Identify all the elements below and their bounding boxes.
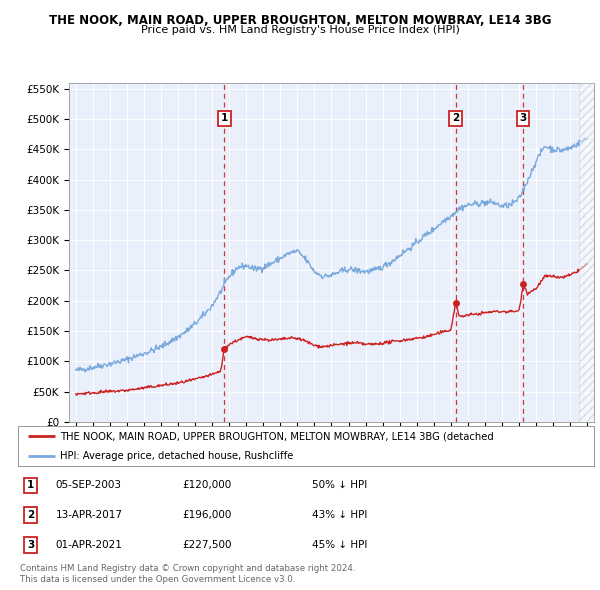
Text: 3: 3 xyxy=(520,113,527,123)
Text: 2: 2 xyxy=(27,510,34,520)
Text: £120,000: £120,000 xyxy=(182,480,232,490)
Text: 50% ↓ HPI: 50% ↓ HPI xyxy=(312,480,367,490)
Text: 1: 1 xyxy=(27,480,34,490)
Text: 45% ↓ HPI: 45% ↓ HPI xyxy=(312,540,367,550)
Text: 05-SEP-2003: 05-SEP-2003 xyxy=(55,480,121,490)
Text: THE NOOK, MAIN ROAD, UPPER BROUGHTON, MELTON MOWBRAY, LE14 3BG: THE NOOK, MAIN ROAD, UPPER BROUGHTON, ME… xyxy=(49,14,551,27)
Text: Contains HM Land Registry data © Crown copyright and database right 2024.: Contains HM Land Registry data © Crown c… xyxy=(20,564,355,573)
Text: £227,500: £227,500 xyxy=(182,540,232,550)
Text: This data is licensed under the Open Government Licence v3.0.: This data is licensed under the Open Gov… xyxy=(20,575,295,584)
Text: THE NOOK, MAIN ROAD, UPPER BROUGHTON, MELTON MOWBRAY, LE14 3BG (detached: THE NOOK, MAIN ROAD, UPPER BROUGHTON, ME… xyxy=(60,431,494,441)
Text: 1: 1 xyxy=(221,113,228,123)
Text: 01-APR-2021: 01-APR-2021 xyxy=(55,540,122,550)
Bar xyxy=(578,83,594,422)
Text: Price paid vs. HM Land Registry's House Price Index (HPI): Price paid vs. HM Land Registry's House … xyxy=(140,25,460,35)
Text: 3: 3 xyxy=(27,540,34,550)
Text: 43% ↓ HPI: 43% ↓ HPI xyxy=(312,510,367,520)
Text: 2: 2 xyxy=(452,113,459,123)
Text: £196,000: £196,000 xyxy=(182,510,232,520)
Text: 13-APR-2017: 13-APR-2017 xyxy=(55,510,122,520)
Text: HPI: Average price, detached house, Rushcliffe: HPI: Average price, detached house, Rush… xyxy=(60,451,293,461)
